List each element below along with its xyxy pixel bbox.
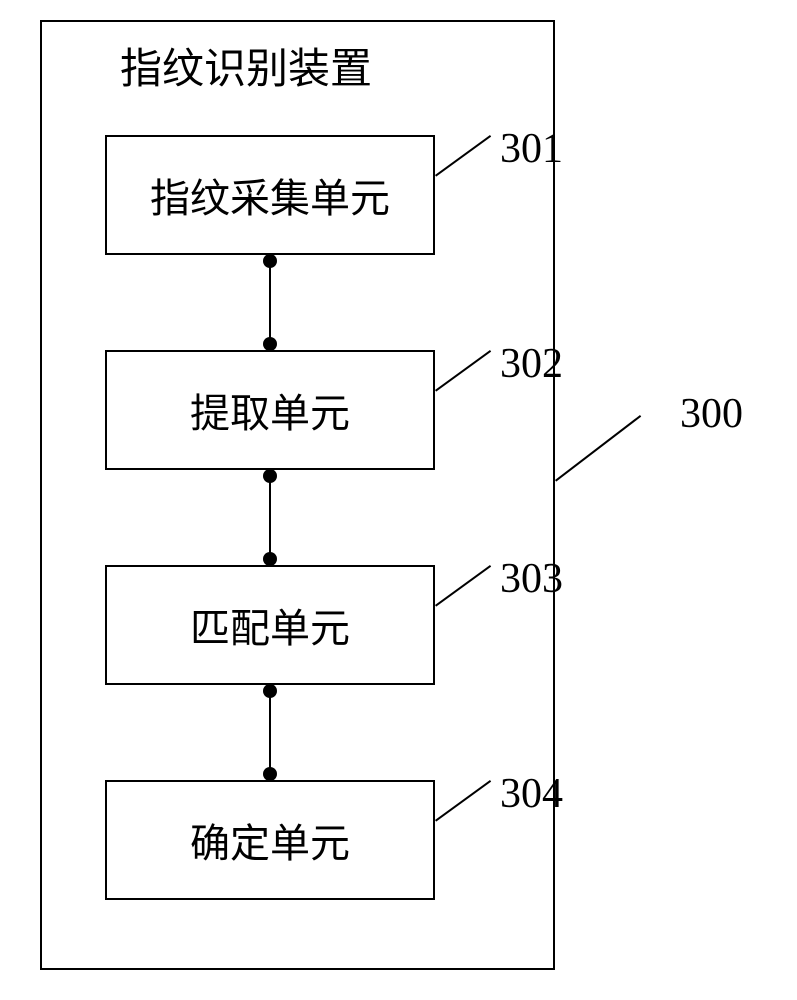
unit-label-302: 提取单元 [190,381,350,439]
connector-dot-1b [263,552,277,566]
num-label-304: 304 [500,770,563,818]
unit-label-303: 匹配单元 [190,596,350,654]
unit-box-301: 指纹采集单元 [105,135,435,255]
connector-line-0 [269,255,271,350]
connector-line-2 [269,685,271,780]
connector-dot-1a [263,469,277,483]
unit-label-301: 指纹采集单元 [150,166,390,224]
connector-dot-2b [263,767,277,781]
connector-dot-2a [263,684,277,698]
connector-dot-0b [263,337,277,351]
tick-300 [555,415,641,482]
num-label-300: 300 [680,390,743,438]
num-label-302: 302 [500,340,563,388]
unit-box-303: 匹配单元 [105,565,435,685]
unit-label-304: 确定单元 [190,811,350,869]
num-label-301: 301 [500,125,563,173]
num-label-303: 303 [500,555,563,603]
unit-box-304: 确定单元 [105,780,435,900]
diagram-title: 指纹识别装置 [120,35,372,96]
diagram-canvas: 指纹识别装置 指纹采集单元 301 提取单元 302 匹配单元 303 确定单元… [0,0,797,1000]
connector-dot-0a [263,254,277,268]
connector-line-1 [269,470,271,565]
unit-box-302: 提取单元 [105,350,435,470]
